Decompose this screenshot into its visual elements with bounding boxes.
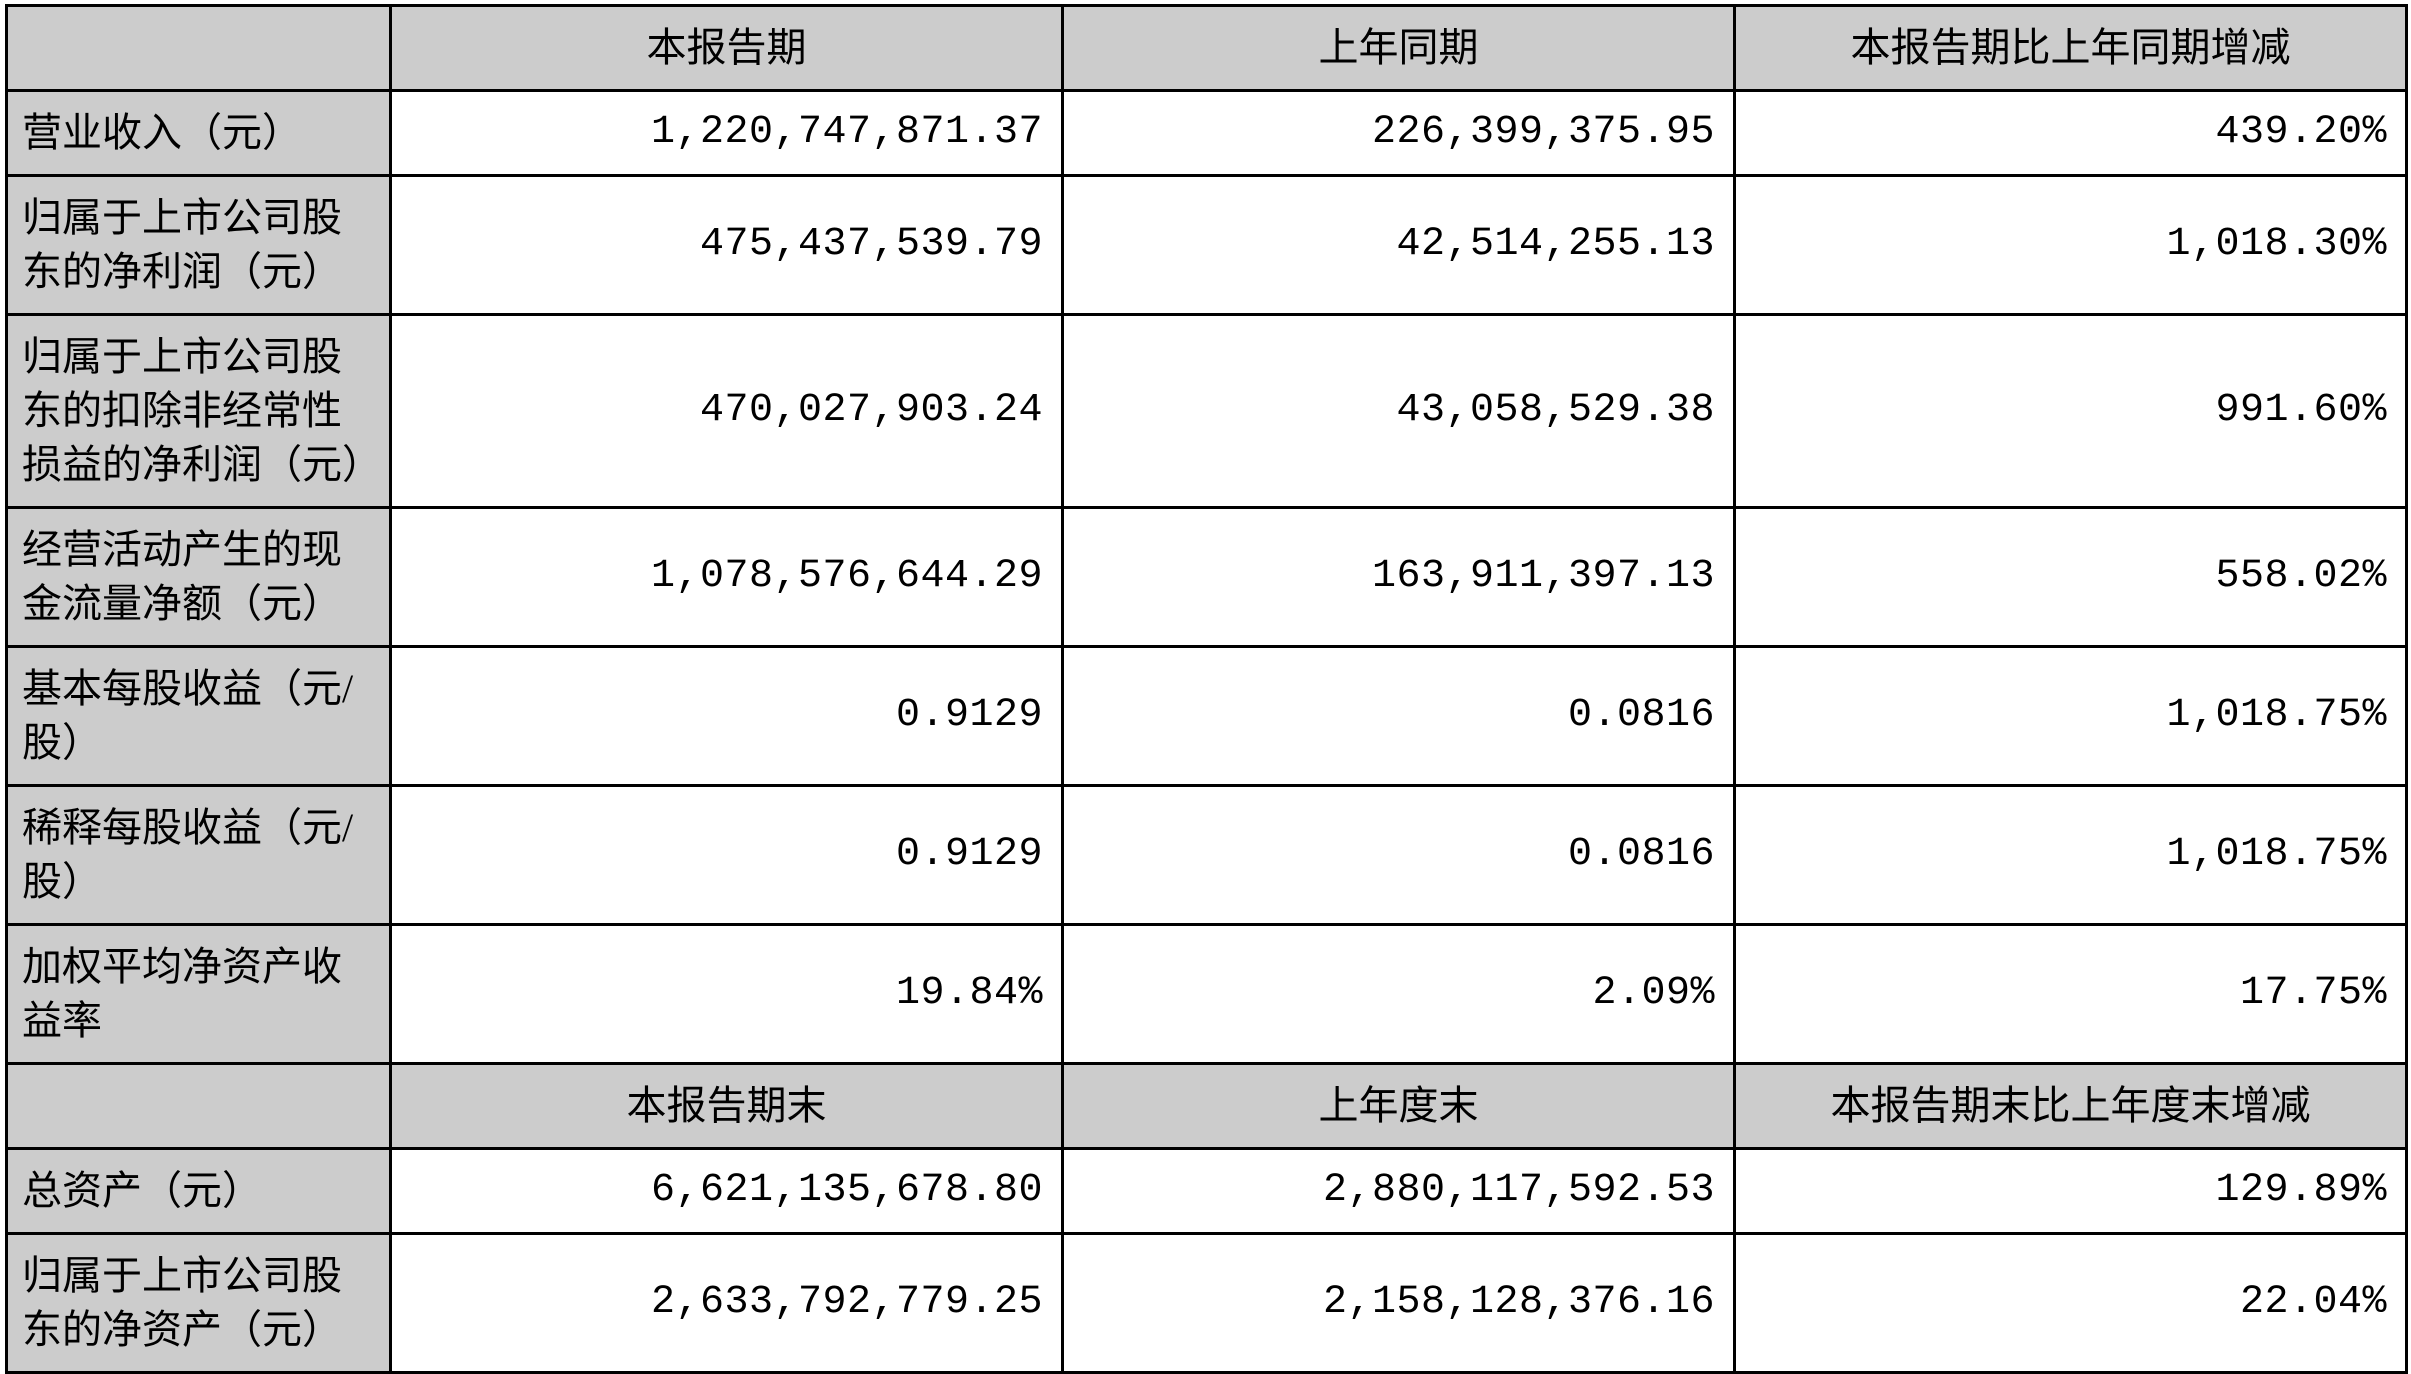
table-row: 归属于上市公司股东的净利润（元） 475,437,539.79 42,514,2… bbox=[7, 176, 2407, 315]
header-blank-1 bbox=[7, 6, 391, 91]
row-value-change: 991.60% bbox=[1735, 315, 2407, 508]
row-value-change: 558.02% bbox=[1735, 508, 2407, 647]
row-value-current: 1,220,747,871.37 bbox=[391, 91, 1063, 176]
table-row: 经营活动产生的现金流量净额（元） 1,078,576,644.29 163,91… bbox=[7, 508, 2407, 647]
row-value-prior: 163,911,397.13 bbox=[1063, 508, 1735, 647]
row-value-current: 6,621,135,678.80 bbox=[391, 1149, 1063, 1234]
table-row: 稀释每股收益（元/股） 0.9129 0.0816 1,018.75% bbox=[7, 786, 2407, 925]
header-change-period: 本报告期比上年同期增减 bbox=[1735, 6, 2407, 91]
row-value-change: 439.20% bbox=[1735, 91, 2407, 176]
row-value-change: 129.89% bbox=[1735, 1149, 2407, 1234]
row-value-prior: 2,880,117,592.53 bbox=[1063, 1149, 1735, 1234]
row-value-change: 1,018.30% bbox=[1735, 176, 2407, 315]
table-row: 基本每股收益（元/股） 0.9129 0.0816 1,018.75% bbox=[7, 647, 2407, 786]
table-row: 营业收入（元） 1,220,747,871.37 226,399,375.95 … bbox=[7, 91, 2407, 176]
header-blank-2 bbox=[7, 1064, 391, 1149]
row-label: 经营活动产生的现金流量净额（元） bbox=[7, 508, 391, 647]
row-label: 营业收入（元） bbox=[7, 91, 391, 176]
row-value-current: 2,633,792,779.25 bbox=[391, 1234, 1063, 1373]
row-value-prior: 42,514,255.13 bbox=[1063, 176, 1735, 315]
row-value-prior: 0.0816 bbox=[1063, 647, 1735, 786]
header-prior-period: 上年同期 bbox=[1063, 6, 1735, 91]
row-label: 加权平均净资产收益率 bbox=[7, 925, 391, 1064]
table-header-row-1: 本报告期 上年同期 本报告期比上年同期增减 bbox=[7, 6, 2407, 91]
row-label: 归属于上市公司股东的净资产（元） bbox=[7, 1234, 391, 1373]
row-value-change: 22.04% bbox=[1735, 1234, 2407, 1373]
row-label: 归属于上市公司股东的扣除非经常性损益的净利润（元） bbox=[7, 315, 391, 508]
row-value-current: 475,437,539.79 bbox=[391, 176, 1063, 315]
table-row: 加权平均净资产收益率 19.84% 2.09% 17.75% bbox=[7, 925, 2407, 1064]
row-label: 总资产（元） bbox=[7, 1149, 391, 1234]
row-value-current: 0.9129 bbox=[391, 647, 1063, 786]
row-label: 基本每股收益（元/股） bbox=[7, 647, 391, 786]
row-value-current: 0.9129 bbox=[391, 786, 1063, 925]
table-header-row-2: 本报告期末 上年度末 本报告期末比上年度末增减 bbox=[7, 1064, 2407, 1149]
header-current-end: 本报告期末 bbox=[391, 1064, 1063, 1149]
row-value-current: 19.84% bbox=[391, 925, 1063, 1064]
header-change-end: 本报告期末比上年度末增减 bbox=[1735, 1064, 2407, 1149]
row-value-prior: 2.09% bbox=[1063, 925, 1735, 1064]
header-prior-end: 上年度末 bbox=[1063, 1064, 1735, 1149]
financial-summary-table: 本报告期 上年同期 本报告期比上年同期增减 营业收入（元） 1,220,747,… bbox=[5, 4, 2408, 1374]
row-value-change: 17.75% bbox=[1735, 925, 2407, 1064]
row-value-prior: 0.0816 bbox=[1063, 786, 1735, 925]
table-row: 总资产（元） 6,621,135,678.80 2,880,117,592.53… bbox=[7, 1149, 2407, 1234]
row-value-current: 1,078,576,644.29 bbox=[391, 508, 1063, 647]
header-current-period: 本报告期 bbox=[391, 6, 1063, 91]
row-value-change: 1,018.75% bbox=[1735, 647, 2407, 786]
row-label: 归属于上市公司股东的净利润（元） bbox=[7, 176, 391, 315]
row-label: 稀释每股收益（元/股） bbox=[7, 786, 391, 925]
row-value-prior: 43,058,529.38 bbox=[1063, 315, 1735, 508]
table-row: 归属于上市公司股东的净资产（元） 2,633,792,779.25 2,158,… bbox=[7, 1234, 2407, 1373]
row-value-change: 1,018.75% bbox=[1735, 786, 2407, 925]
row-value-prior: 226,399,375.95 bbox=[1063, 91, 1735, 176]
row-value-current: 470,027,903.24 bbox=[391, 315, 1063, 508]
table-row: 归属于上市公司股东的扣除非经常性损益的净利润（元） 470,027,903.24… bbox=[7, 315, 2407, 508]
row-value-prior: 2,158,128,376.16 bbox=[1063, 1234, 1735, 1373]
